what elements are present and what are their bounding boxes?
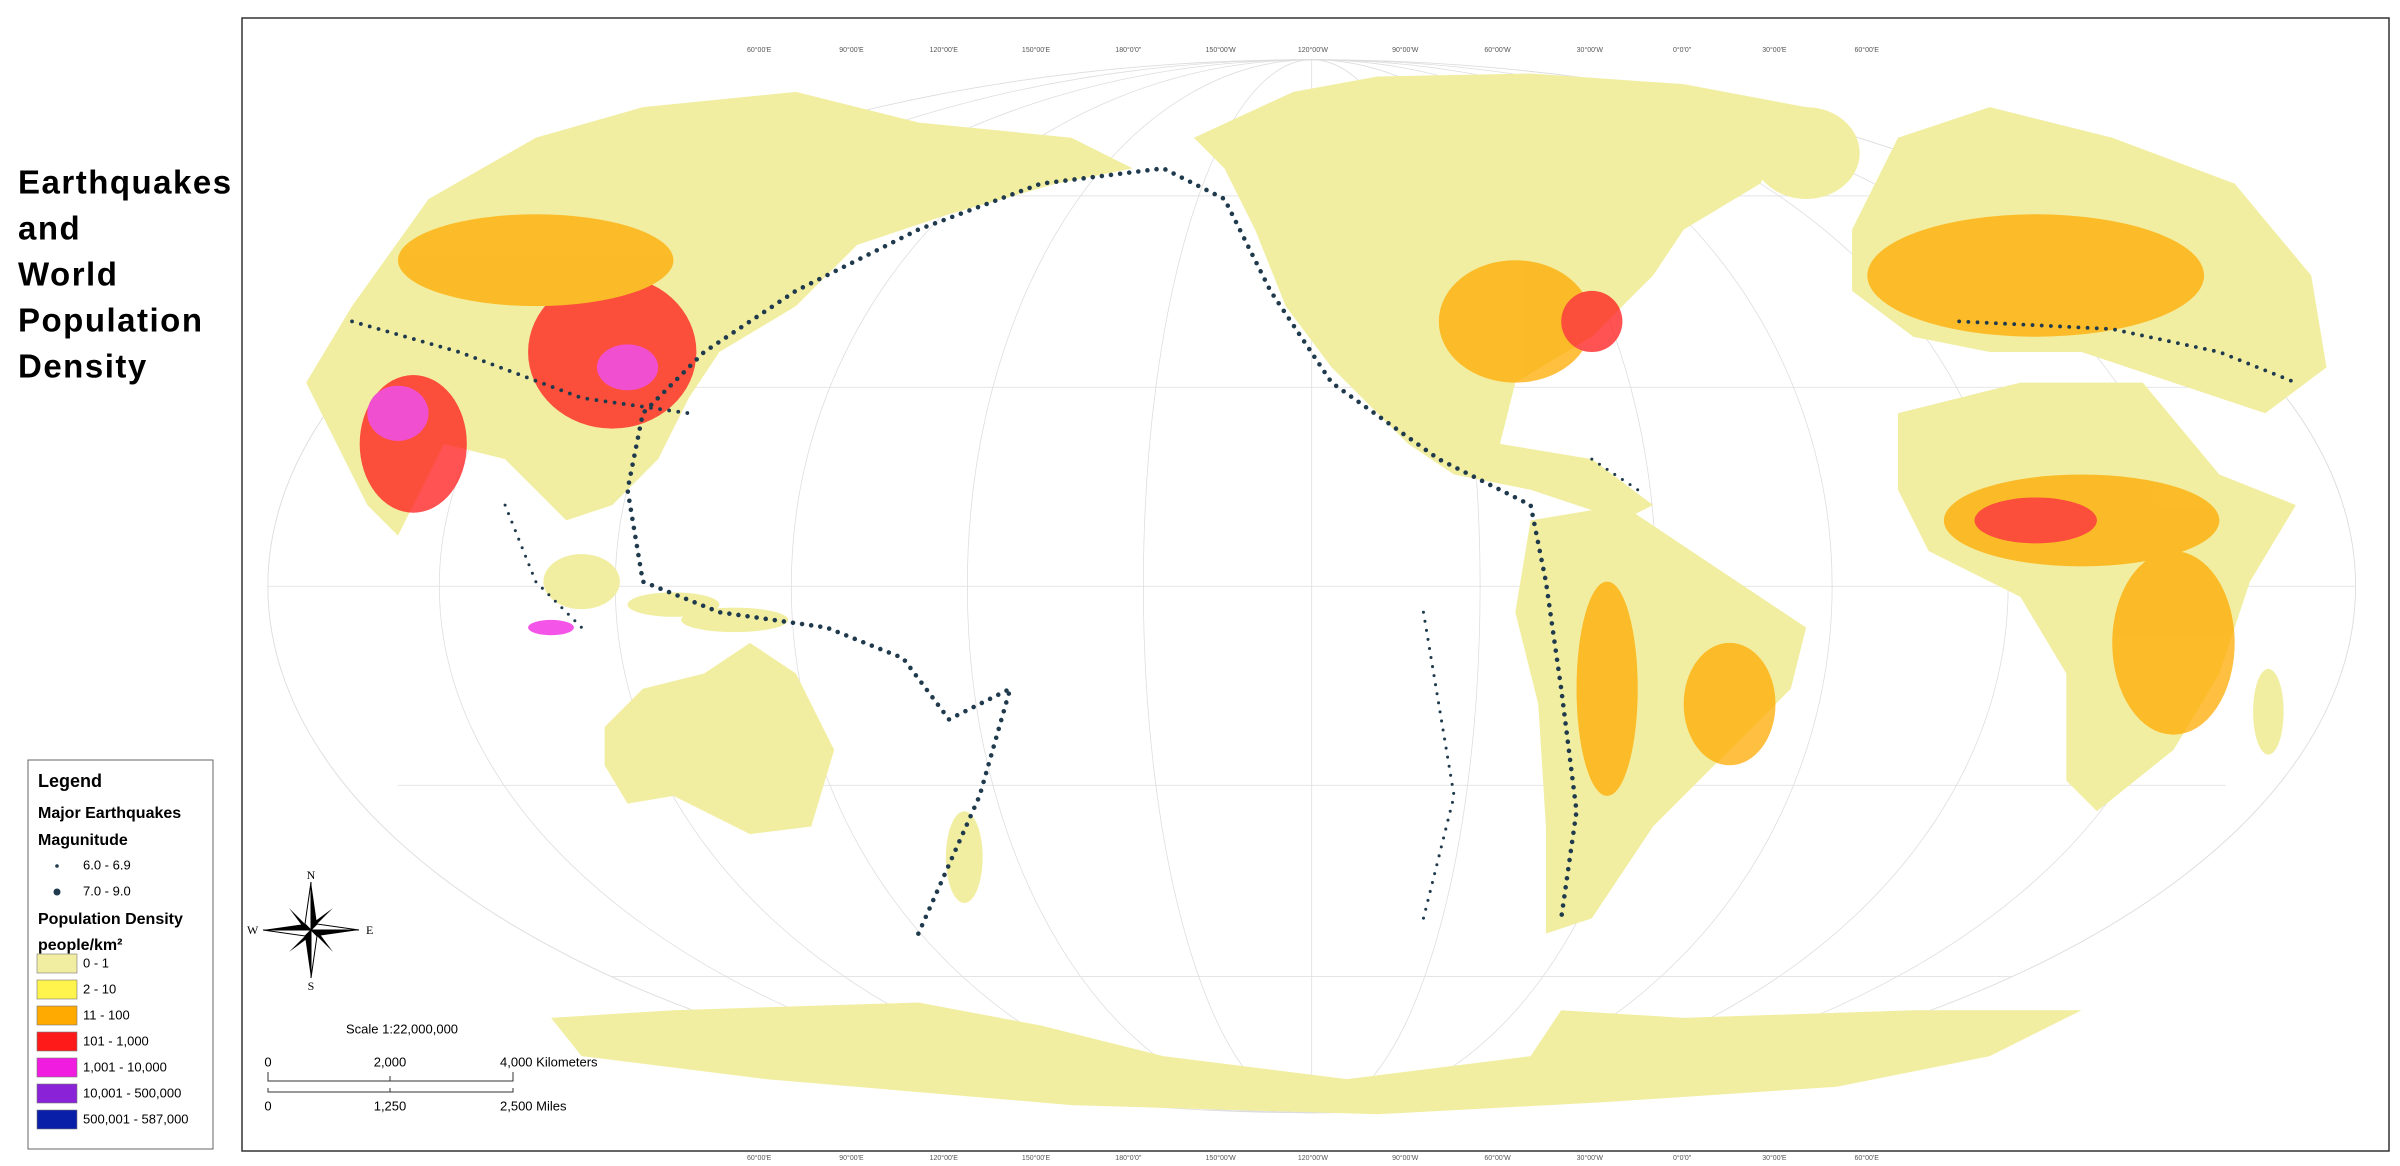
density-swatch <box>36 1083 78 1104</box>
meridian-label: 60°00'E <box>1855 46 1880 54</box>
compass: N S E W <box>247 868 373 993</box>
title-line: World <box>18 256 118 293</box>
quake-symbol-large <box>53 888 61 896</box>
compass-e: E <box>366 923 373 937</box>
title-line: and <box>18 210 81 247</box>
meridian-label: 60°00'E <box>747 1154 772 1162</box>
meridian-label: 30°00'E <box>1762 46 1787 54</box>
density-overlay <box>359 214 2235 796</box>
legend-subheading: Magunitude <box>38 832 128 849</box>
meridian-label: 120°00'E <box>930 46 959 54</box>
density-classes: 0 - 1 2 - 10 11 - 100 101 - 1,000 1,001 - 10… <box>36 953 189 1130</box>
meridian-label: 180°0'0" <box>1115 46 1142 54</box>
map-title: Earthquakes and World Population Density <box>18 164 233 385</box>
meridian-label: 90°00'E <box>839 46 864 54</box>
graticule-labels-bottom: 60°00'E 90°00'E 120°00'E 150°00'E 180°0'0" 15… <box>747 1154 1879 1162</box>
graticule-labels-top: 60°00'E 90°00'E 120°00'E 150°00'E 180°0'0" 15… <box>747 46 1879 54</box>
meridian-label: 120°00'W <box>1298 1154 1329 1162</box>
earthquake-belts <box>350 166 2298 936</box>
density-swatch <box>36 1005 78 1026</box>
meridian-label: 120°00'E <box>930 1154 959 1162</box>
meridian-label: 150°00'W <box>1206 46 1237 54</box>
meridian-label: 90°00'W <box>1392 46 1419 54</box>
density-swatch <box>36 979 78 1000</box>
meridian-label: 60°00'W <box>1484 1154 1511 1162</box>
meridian-label: 0°0'0" <box>1673 46 1692 54</box>
meridian-label: 180°0'0" <box>1115 1154 1142 1162</box>
legend-unit: people/km² <box>38 937 122 954</box>
meridian-label: 30°00'W <box>1577 1154 1604 1162</box>
density-label: 500,001 - 587,000 <box>83 1111 189 1126</box>
world-map <box>267 59 2357 1115</box>
density-label: 11 - 100 <box>83 1007 130 1022</box>
meridian-label: 60°00'E <box>1855 1154 1880 1162</box>
meridian-label: 150°00'W <box>1206 1154 1237 1162</box>
density-label: 10,001 - 500,000 <box>83 1085 181 1100</box>
legend-heading: Population Density <box>38 911 183 928</box>
density-label: 101 - 1,000 <box>83 1033 149 1048</box>
meridian-label: 60°00'E <box>747 46 772 54</box>
meridian-label: 90°00'W <box>1392 1154 1419 1162</box>
title-line: Density <box>18 348 148 385</box>
legend-item: 7.0 - 9.0 <box>83 883 131 898</box>
meridian-label: 0°0'0" <box>1673 1154 1692 1162</box>
compass-w: W <box>247 923 259 937</box>
scale-ratio: Scale 1:22,000,000 <box>346 1021 458 1036</box>
scale-km-label: 0 <box>264 1054 271 1069</box>
title-line: Earthquakes <box>18 164 233 201</box>
legend-heading: Major Earthquakes <box>38 805 181 822</box>
legend-title: Legend <box>38 771 102 791</box>
compass-s: S <box>308 979 315 993</box>
scale-mi-label: 2,500 Miles <box>500 1098 567 1113</box>
density-label: 2 - 10 <box>83 981 116 996</box>
meridian-label: 30°00'W <box>1577 46 1604 54</box>
scale-km-label: 2,000 <box>374 1054 407 1069</box>
meridian-label: 150°00'E <box>1022 1154 1051 1162</box>
density-swatch <box>36 953 78 974</box>
scale-bar: Scale 1:22,000,000 0 2,000 4,000 Kilomet… <box>264 1021 598 1113</box>
scale-mi-label: 0 <box>264 1098 271 1113</box>
compass-n: N <box>307 868 316 882</box>
meridian-label: 60°00'W <box>1484 46 1511 54</box>
density-swatch <box>36 1057 78 1078</box>
density-label: 0 - 1 <box>83 955 109 970</box>
meridian-label: 90°00'E <box>839 1154 864 1162</box>
scale-mi-label: 1,250 <box>374 1098 407 1113</box>
quake-symbol-small <box>55 864 59 868</box>
density-swatch <box>36 1031 78 1052</box>
meridian-label: 120°00'W <box>1298 46 1329 54</box>
density-swatch <box>36 1109 78 1130</box>
scale-km-label: 4,000 Kilometers <box>500 1054 598 1069</box>
landmasses <box>306 73 2327 1115</box>
meridian-label: 150°00'E <box>1022 46 1051 54</box>
legend-item: 6.0 - 6.9 <box>83 857 131 872</box>
meridian-label: 30°00'E <box>1762 1154 1787 1162</box>
title-line: Population <box>18 302 203 339</box>
density-label: 1,001 - 10,000 <box>83 1059 167 1074</box>
